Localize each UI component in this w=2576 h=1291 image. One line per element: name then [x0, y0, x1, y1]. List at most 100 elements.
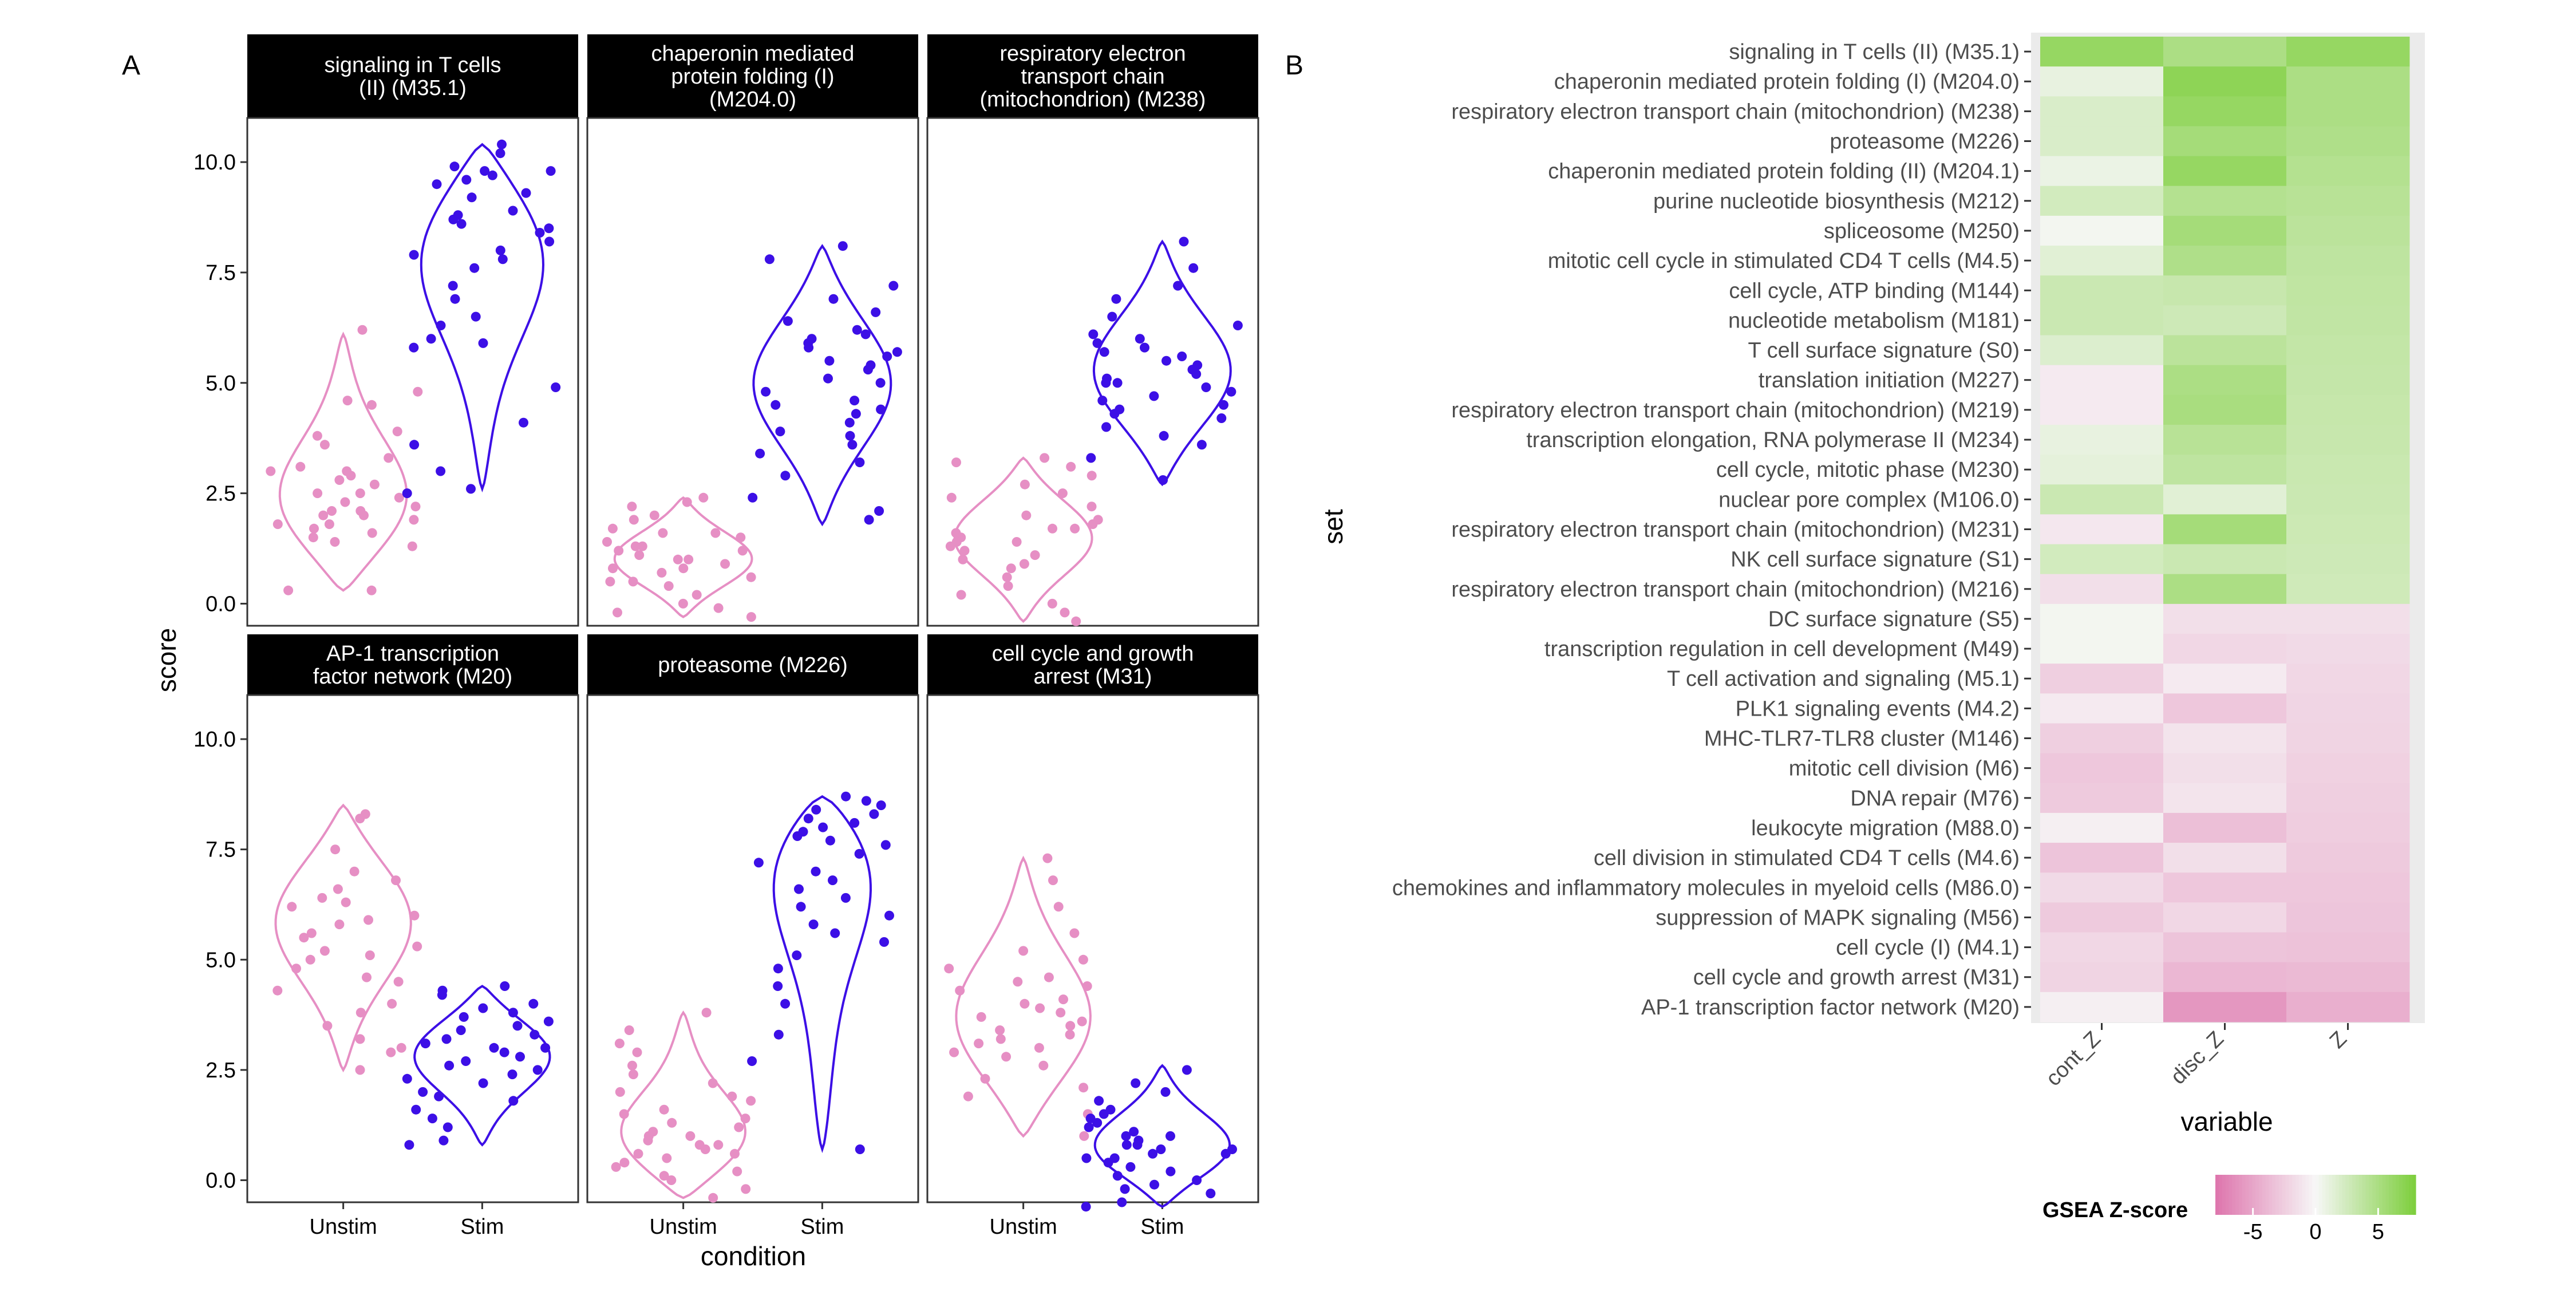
- data-point: [775, 427, 785, 437]
- data-point: [319, 946, 330, 956]
- data-point: [327, 506, 337, 516]
- data-point: [682, 497, 692, 507]
- legend-swatch: [2329, 1175, 2333, 1215]
- data-point: [746, 572, 756, 582]
- data-point: [489, 1043, 499, 1053]
- data-point: [308, 532, 318, 543]
- facet-plot-frame: [246, 694, 579, 1203]
- data-point: [685, 1131, 696, 1141]
- heatmap-cell: [2040, 812, 2164, 843]
- data-point: [608, 563, 618, 574]
- data-point: [730, 1148, 740, 1159]
- data-point: [958, 554, 968, 564]
- data-point: [507, 1069, 517, 1080]
- data-point: [884, 910, 894, 921]
- heatmap-cell: [2040, 902, 2164, 933]
- data-point: [882, 352, 892, 361]
- legend-swatch: [2385, 1175, 2389, 1215]
- row-label: mitotic cell division (M6): [1789, 757, 2020, 781]
- legend-swatch: [2252, 1175, 2256, 1215]
- heatmap-cell: [2286, 96, 2410, 127]
- data-point: [811, 804, 821, 815]
- data-point: [808, 919, 819, 930]
- data-point: [746, 612, 756, 622]
- heatmap-cell: [2040, 394, 2164, 425]
- data-point: [840, 893, 851, 903]
- data-point: [466, 484, 476, 494]
- legend-tick-label: 0: [2309, 1220, 2321, 1244]
- row-label: respiratory electron transport chain (mi…: [1451, 578, 2020, 602]
- data-point: [1060, 607, 1070, 618]
- data-point: [369, 479, 380, 489]
- data-point: [313, 488, 323, 499]
- heatmap-cell: [2040, 992, 2164, 1022]
- data-point: [394, 492, 404, 503]
- heatmap-cell: [2286, 783, 2410, 814]
- heatmap-cell: [2163, 992, 2287, 1022]
- row-label: mitotic cell cycle in stimulated CD4 T c…: [1548, 249, 2020, 273]
- heatmap-cell: [2286, 544, 2410, 575]
- data-point: [794, 884, 804, 894]
- legend-swatch: [2255, 1175, 2259, 1215]
- y-tick-label: 10.0: [193, 728, 236, 752]
- heatmap-cell: [2163, 66, 2287, 97]
- data-point: [409, 440, 420, 450]
- row-label: chaperonin mediated protein folding (II)…: [1548, 160, 2020, 184]
- heatmap-cell: [2163, 394, 2287, 425]
- row-label: cell cycle and growth arrest (M31): [1693, 966, 2020, 990]
- row-label: transcription elongation, RNA polymerase…: [1526, 428, 2020, 452]
- data-point: [995, 1034, 1006, 1044]
- data-point: [357, 325, 368, 335]
- legend-swatch: [2402, 1175, 2407, 1215]
- data-point: [863, 365, 873, 375]
- data-point: [456, 219, 467, 229]
- facet-strip: [927, 34, 1258, 118]
- heatmap-cell: [2040, 783, 2164, 814]
- data-point: [643, 1135, 653, 1146]
- heatmap-cell: [2040, 603, 2164, 634]
- data-point: [955, 985, 965, 996]
- heatmap-cell: [2163, 335, 2287, 366]
- data-point: [1071, 616, 1081, 626]
- heatmap-cell: [2286, 394, 2410, 425]
- data-point: [456, 1025, 466, 1035]
- data-point: [700, 1144, 710, 1154]
- data-point: [1101, 378, 1111, 388]
- row-label: proteasome (M226): [1830, 130, 2020, 154]
- data-point: [342, 396, 353, 406]
- heatmap-cell: [2163, 126, 2287, 157]
- data-point: [1069, 928, 1080, 938]
- data-point: [780, 998, 791, 1009]
- data-point: [855, 457, 865, 468]
- facet-strip: [587, 634, 918, 695]
- data-point: [634, 550, 645, 560]
- heatmap-cell: [2286, 126, 2410, 157]
- data-point: [1035, 1003, 1045, 1013]
- legend-swatch: [2396, 1175, 2400, 1215]
- row-label: chaperonin mediated protein folding (I) …: [1554, 70, 2020, 94]
- row-label: spliceosome (M250): [1824, 219, 2020, 243]
- data-point: [944, 964, 954, 974]
- facet-strip: [587, 34, 918, 118]
- data-point: [673, 554, 683, 564]
- data-point: [666, 1175, 677, 1185]
- data-point: [1192, 1175, 1202, 1185]
- legend-swatch: [2345, 1175, 2349, 1215]
- row-label: NK cell surface signature (S1): [1730, 548, 2020, 572]
- heatmap-cell: [2286, 37, 2410, 67]
- heatmap-cell: [2040, 634, 2164, 664]
- data-point: [1201, 382, 1211, 392]
- data-point: [746, 1096, 756, 1106]
- data-point: [951, 457, 961, 468]
- data-point: [459, 1012, 469, 1022]
- heatmap-cell: [2040, 484, 2164, 515]
- legend-swatch: [2282, 1175, 2286, 1215]
- data-point: [1121, 1131, 1131, 1141]
- data-point: [892, 347, 902, 357]
- data-point: [708, 1193, 718, 1203]
- data-point: [365, 950, 375, 961]
- heatmap-cell: [2040, 96, 2164, 127]
- data-point: [1048, 523, 1057, 534]
- x-tick-label: Stim: [1140, 1215, 1184, 1239]
- data-point: [355, 1008, 366, 1018]
